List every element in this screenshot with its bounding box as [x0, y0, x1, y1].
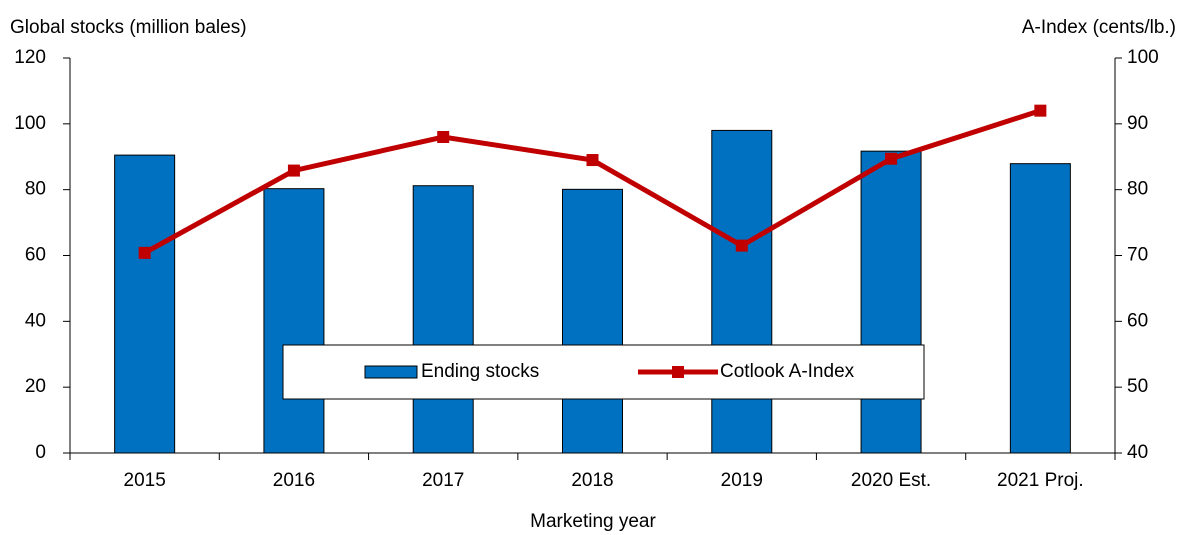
x-tick-label: 2016	[273, 470, 315, 491]
line-marker	[1034, 104, 1047, 117]
bar	[263, 188, 325, 454]
y2-tick-label: 60	[1127, 310, 1148, 331]
bar	[412, 185, 474, 454]
y2-tick-label: 80	[1127, 179, 1148, 200]
x-tick-label: 2017	[422, 470, 464, 491]
line-marker	[885, 152, 898, 165]
y-tick-label: 20	[25, 376, 46, 397]
bar	[562, 188, 623, 454]
y-tick-label: 80	[25, 179, 46, 200]
y2-tick-label: 100	[1127, 47, 1159, 68]
x-tick-label: 2021 Proj.	[997, 470, 1084, 491]
y-tick-label: 60	[25, 245, 46, 266]
x-axis-title: Marketing year	[530, 511, 656, 532]
legend-marker	[672, 366, 684, 378]
legend-swatch	[364, 365, 418, 379]
y2-tick-label: 90	[1127, 113, 1148, 134]
line-marker	[735, 239, 748, 252]
y2-axis-title: A-Index (cents/lb.)	[1022, 17, 1176, 38]
y-tick-label: 100	[14, 113, 46, 134]
y-axis-title: Global stocks (million bales)	[10, 17, 247, 38]
bar	[711, 129, 773, 454]
y2-tick-label: 40	[1127, 442, 1148, 463]
legend-label: Cotlook A-Index	[720, 361, 855, 382]
line-marker	[138, 246, 151, 259]
line-marker	[287, 164, 300, 177]
x-tick-label: 2020 Est.	[851, 470, 931, 491]
line-marker	[437, 131, 450, 143]
bar	[860, 150, 922, 454]
y-tick-label: 40	[25, 310, 46, 331]
bar	[1009, 163, 1071, 454]
x-tick-label: 2018	[571, 470, 613, 491]
legend-label: Ending stocks	[421, 361, 539, 382]
x-tick-label: 2015	[124, 470, 166, 491]
bar	[114, 154, 176, 454]
x-tick-label: 2019	[721, 470, 763, 491]
y-tick-label: 0	[35, 442, 46, 463]
y-tick-label: 120	[14, 47, 46, 68]
y2-tick-label: 50	[1127, 376, 1148, 397]
line-marker	[586, 154, 599, 167]
y2-tick-label: 70	[1127, 245, 1148, 266]
